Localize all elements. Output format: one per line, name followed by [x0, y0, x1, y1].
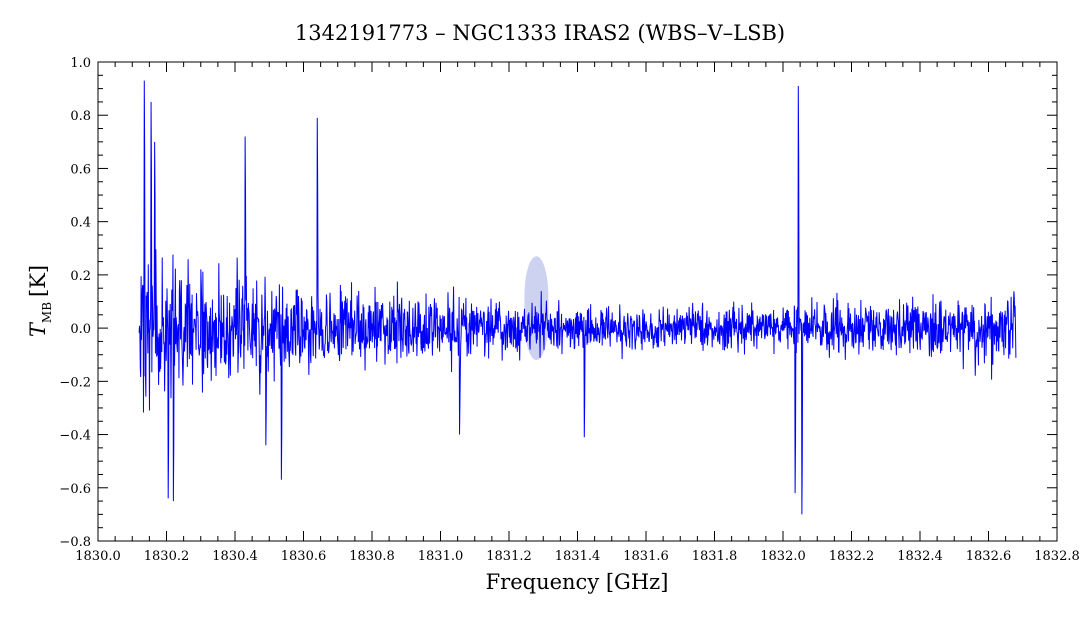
- y-axis-tick-labels: −0.8 −0.6 −0.4 −0.2 0.0 0.2 0.4 0.6 0.8 1.0: [59, 56, 91, 550]
- highlight-region: [524, 256, 549, 361]
- y-tick-label: 0.2: [70, 269, 91, 284]
- y-axis-label-main: T: [26, 321, 50, 337]
- y-axis-label: TMB [K]: [26, 265, 54, 337]
- y-axis-label-sub: MB: [40, 302, 54, 323]
- y-tick-label: 1.0: [70, 56, 91, 71]
- x-tick-label: 1831.8: [692, 549, 738, 564]
- y-tick-label: 0.4: [70, 216, 91, 231]
- x-tick-label: 1831.4: [555, 549, 601, 564]
- x-axis-tick-labels: 1830.0 1830.2 1830.4 1830.6 1830.8 1831.0 1831…: [75, 549, 1080, 564]
- x-tick-label: 1832.0: [760, 549, 806, 564]
- y-axis-label-unit: [K]: [26, 265, 50, 297]
- x-tick-label: 1832.6: [966, 549, 1012, 564]
- x-tick-label: 1830.0: [75, 549, 121, 564]
- x-tick-label: 1831.0: [418, 549, 464, 564]
- x-tick-label: 1832.4: [897, 549, 943, 564]
- x-tick-label: 1830.4: [212, 549, 258, 564]
- x-tick-label: 1830.6: [281, 549, 327, 564]
- y-tick-label: 0.6: [70, 162, 91, 177]
- y-tick-label: 0.8: [70, 109, 91, 124]
- y-tick-label: −0.2: [59, 375, 91, 390]
- x-tick-label: 1830.8: [349, 549, 395, 564]
- y-tick-label: 0.0: [70, 322, 91, 337]
- x-axis-ticks: [97, 62, 1058, 541]
- spectrum-series: [138, 80, 1017, 515]
- chart-title: 1342191773 – NGC1333 IRAS2 (WBS–V–LSB): [295, 21, 785, 45]
- y-tick-label: −0.6: [59, 482, 91, 497]
- y-tick-label: −0.8: [59, 535, 91, 550]
- y-axis-ticks: [98, 61, 1057, 542]
- x-tick-label: 1831.2: [486, 549, 532, 564]
- x-tick-label: 1830.2: [144, 549, 190, 564]
- y-tick-label: −0.4: [59, 429, 91, 444]
- x-tick-label: 1831.6: [623, 549, 669, 564]
- x-tick-label: 1832.8: [1034, 549, 1080, 564]
- x-axis-label: Frequency [GHz]: [486, 570, 669, 594]
- spectrum-line: [138, 80, 1017, 515]
- x-tick-label: 1832.2: [829, 549, 875, 564]
